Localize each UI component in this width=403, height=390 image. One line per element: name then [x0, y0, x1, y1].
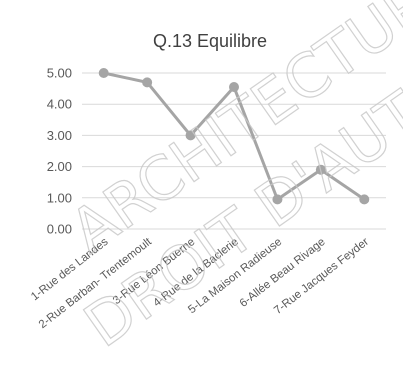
y-tick-label: 1.00 — [47, 190, 72, 205]
gridlines — [82, 72, 386, 230]
data-point — [229, 82, 239, 93]
data-point — [142, 77, 153, 88]
chart-title: Q.13 Equilibre — [153, 31, 267, 51]
y-tick-label: 0.00 — [47, 222, 72, 237]
data-point — [315, 164, 326, 175]
y-tick-label: 3.00 — [47, 128, 72, 143]
data-points — [98, 68, 370, 205]
watermark: ARCHITECTURE DROIT D'AUTEUR — [57, 0, 403, 362]
y-tick-label: 2.00 — [47, 159, 72, 174]
data-point — [185, 130, 196, 141]
y-axis-tick-labels: 0.00 1.00 2.00 3.00 4.00 5.00 — [47, 66, 72, 237]
data-point — [98, 68, 109, 78]
data-point — [272, 194, 283, 205]
y-tick-label: 4.00 — [47, 97, 72, 112]
y-tick-label: 5.00 — [47, 66, 72, 81]
data-point — [359, 194, 370, 205]
